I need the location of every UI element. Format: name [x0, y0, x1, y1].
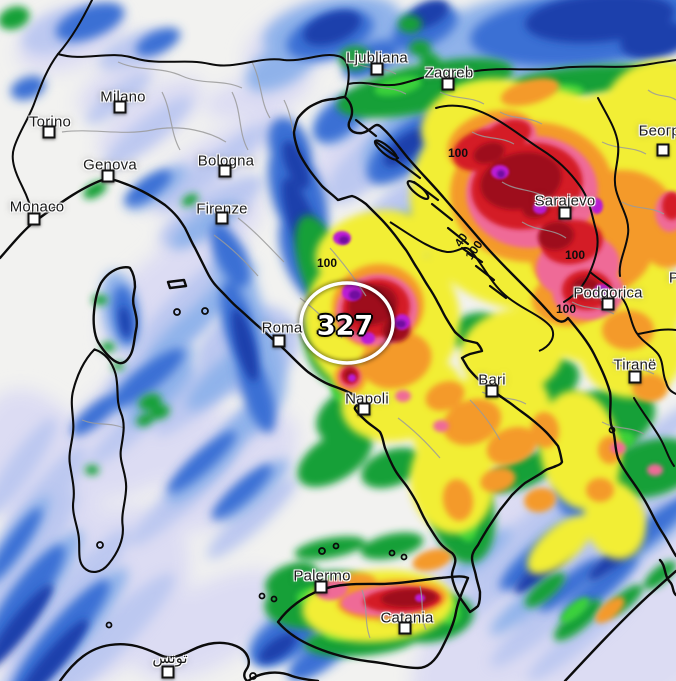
city-label: Napoli: [345, 390, 389, 408]
city-marker: [42, 125, 56, 139]
city-label: Torino: [28, 113, 72, 131]
small-islands: [96, 307, 616, 680]
city-label: Zagreb: [424, 64, 474, 82]
contour-label: 100: [316, 256, 338, 270]
contour-label: 100: [447, 146, 469, 160]
precip-purple: [339, 170, 606, 328]
city-label: تونس: [152, 650, 188, 667]
city-marker: [558, 206, 572, 220]
city-label: Sarajevo: [534, 192, 596, 210]
city-marker: [218, 164, 232, 178]
national-borders: [11, 0, 676, 467]
contour-label: 100: [555, 302, 577, 316]
city-label: Tiranë: [613, 356, 657, 374]
highlight-circle: [298, 280, 396, 366]
city-marker: [357, 402, 371, 416]
city-marker: [370, 62, 384, 76]
city-label: P: [668, 269, 676, 287]
city-marker: [27, 212, 41, 226]
city-marker: [113, 100, 127, 114]
coastlines: [0, 95, 676, 681]
city-marker: [314, 580, 328, 594]
contour-label: 100: [564, 248, 586, 262]
city-marker: [628, 370, 642, 384]
city-label: Monaco: [9, 198, 65, 216]
city-label: Firenze: [196, 200, 248, 218]
city-marker: [398, 621, 412, 635]
city-marker: [441, 77, 455, 91]
city-label: Београд: [638, 122, 676, 140]
city-label: Catania: [380, 609, 434, 627]
city-label: Palermo: [293, 567, 351, 585]
city-marker: [272, 334, 286, 348]
city-marker: [215, 211, 229, 225]
city-label: Ljubljana: [346, 49, 408, 67]
city-label: Genova: [83, 156, 137, 174]
city-label: Milano: [100, 88, 146, 106]
city-label: Podgorica: [573, 284, 643, 302]
city-label: Bari: [478, 371, 506, 389]
city-label: Roma: [261, 319, 303, 337]
city-label: Bologna: [197, 152, 255, 170]
city-marker: [656, 143, 670, 157]
city-marker: [601, 297, 615, 311]
city-marker: [485, 384, 499, 398]
precip-contour-line: [389, 221, 555, 352]
city-marker: [101, 169, 115, 183]
city-marker: [161, 665, 175, 679]
island-slivers: [354, 118, 508, 300]
